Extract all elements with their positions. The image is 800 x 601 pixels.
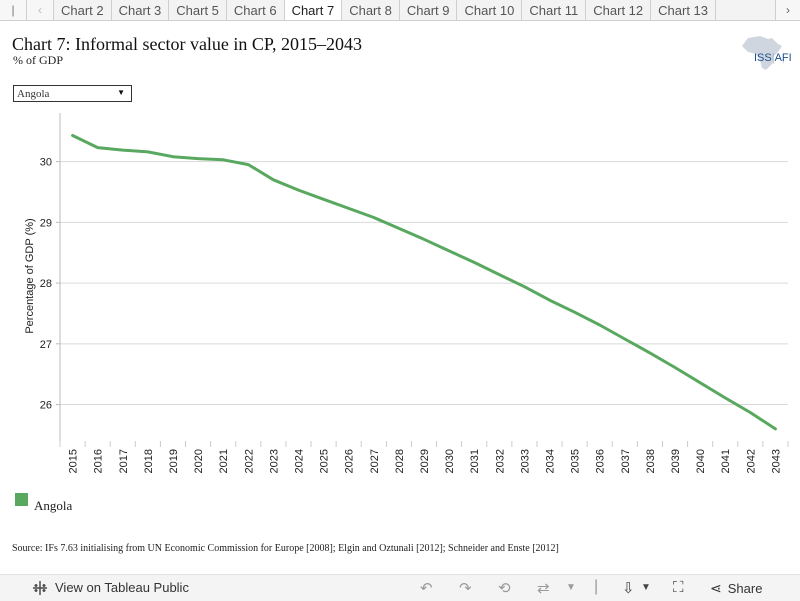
tab-chart-10[interactable]: Chart 10 (457, 0, 523, 20)
tab-chart-2[interactable]: Chart 2 (54, 0, 112, 20)
africa-map-logo-icon (742, 36, 784, 70)
y-tick-label: 26 (40, 400, 52, 412)
x-tick-label: 2021 (218, 449, 230, 473)
tab-chart-3[interactable]: Chart 3 (111, 0, 170, 20)
iss-logo-text: ISS|AFI (754, 52, 792, 64)
country-filter-dropdown[interactable]: Angola ▼ (13, 85, 132, 102)
tab-first-arrow[interactable]: | (0, 0, 27, 20)
x-tick-label: 2036 (595, 449, 607, 473)
chevron-down-icon: ▼ (117, 88, 125, 97)
x-tick-label: 2016 (93, 449, 105, 473)
series-line-angola (71, 134, 777, 431)
tab-chart-7[interactable]: Chart 7 (284, 0, 343, 20)
x-tick-label: 2027 (369, 449, 381, 473)
download-dropdown-icon[interactable]: ▼ (641, 582, 651, 593)
x-tick-label: 2024 (293, 449, 305, 473)
view-on-tableau-link[interactable]: View on Tableau Public (33, 580, 189, 595)
x-tick-label: 2034 (545, 449, 557, 473)
x-tick-label: 2039 (670, 449, 682, 473)
tab-chart-13[interactable]: Chart 13 (651, 0, 717, 20)
series-layer (71, 134, 777, 431)
x-tick-label: 2025 (319, 449, 331, 473)
undo-icon[interactable]: ↶ (420, 580, 433, 597)
x-tick-label: 2018 (143, 449, 155, 473)
axes: 26 27 28 29 30 2015 2016 2017 2018 2019 2020 2021 20… (40, 113, 789, 473)
y-tick-label: 29 (40, 217, 52, 229)
x-tick-label: 2042 (745, 449, 757, 473)
y-tick-label: 27 (40, 339, 52, 351)
x-tick-label: 2028 (394, 449, 406, 473)
x-tick-label: 2023 (268, 449, 280, 473)
x-tick-label: 2029 (419, 449, 431, 473)
legend-label: Angola (34, 498, 73, 513)
x-tick-label: 2033 (519, 449, 531, 473)
y-axis-label: Percentage of GDP (%) (24, 218, 36, 333)
chart-title: Chart 7: Informal sector value in CP, 20… (12, 34, 362, 54)
tab-chart-9[interactable]: Chart 9 (399, 0, 458, 20)
x-tick-label: 2026 (344, 449, 356, 473)
tableau-logo-icon (33, 580, 47, 595)
tab-chart-11[interactable]: Chart 11 (522, 0, 587, 20)
legend: Angola (15, 493, 72, 513)
share-icon: ⋖ (710, 580, 722, 596)
x-tick-label: 2040 (695, 449, 707, 473)
view-on-tableau-label: View on Tableau Public (55, 580, 189, 595)
x-tick-label: 2017 (118, 449, 130, 473)
tab-chart-8[interactable]: Chart 8 (342, 0, 400, 20)
x-tick-label: 2032 (494, 449, 506, 473)
x-tick-label: 2019 (168, 449, 180, 473)
x-tick-label: 2035 (570, 449, 582, 473)
y-tick-label: 30 (40, 157, 52, 169)
x-tick-label: 2031 (469, 449, 481, 473)
x-tick-label: 2043 (770, 449, 782, 473)
legend-swatch (15, 493, 28, 506)
tab-chart-12[interactable]: Chart 12 (586, 0, 652, 20)
tab-prev-arrow[interactable]: ‹ (27, 0, 54, 20)
x-tick-label: 2030 (444, 449, 456, 473)
tab-next-arrow[interactable]: › (775, 0, 800, 20)
y-tick-label: 28 (40, 278, 52, 290)
divider-icon: | (594, 578, 599, 595)
line-chart: 26 27 28 29 30 2015 2016 2017 2018 2019 2020 2021 20… (24, 113, 789, 473)
x-tick-label: 2037 (620, 449, 632, 473)
fullscreen-icon[interactable]: ⛶ (673, 579, 684, 596)
source-note: Source: IFs 7.63 initialising from UN Ec… (12, 543, 559, 554)
share-button[interactable]: ⋖ Share (710, 580, 762, 597)
redo-icon[interactable]: ↷ (459, 580, 472, 597)
tab-chart-6[interactable]: Chart 6 (226, 0, 285, 20)
tableau-footer: View on Tableau Public ↶ ↷ ⟲ ⇄ ▼ | ⇩ ▼ ⛶… (0, 574, 800, 601)
logo-iss: ISS (754, 52, 772, 64)
grid-lines (60, 161, 788, 406)
refresh-icon[interactable]: ⇄ (537, 580, 550, 597)
x-tick-label: 2020 (193, 449, 205, 473)
download-icon[interactable]: ⇩ (622, 580, 635, 597)
x-tick-label: 2022 (243, 449, 255, 473)
tab-list: Chart 2 Chart 3 Chart 5 Chart 6 Chart 7 Chart… (54, 0, 800, 20)
x-tick-label: 2015 (68, 449, 80, 473)
chart-subtitle: % of GDP (13, 53, 63, 67)
country-filter-value: Angola (17, 87, 50, 100)
x-tick-label: 2038 (645, 449, 657, 473)
revert-icon[interactable]: ⟲ (498, 580, 511, 597)
x-tick-label: 2041 (720, 449, 732, 473)
logo-afi: AFI (774, 52, 792, 64)
refresh-dropdown-icon[interactable]: ▼ (566, 582, 576, 593)
share-label: Share (727, 581, 763, 596)
tab-chart-5[interactable]: Chart 5 (169, 0, 227, 20)
